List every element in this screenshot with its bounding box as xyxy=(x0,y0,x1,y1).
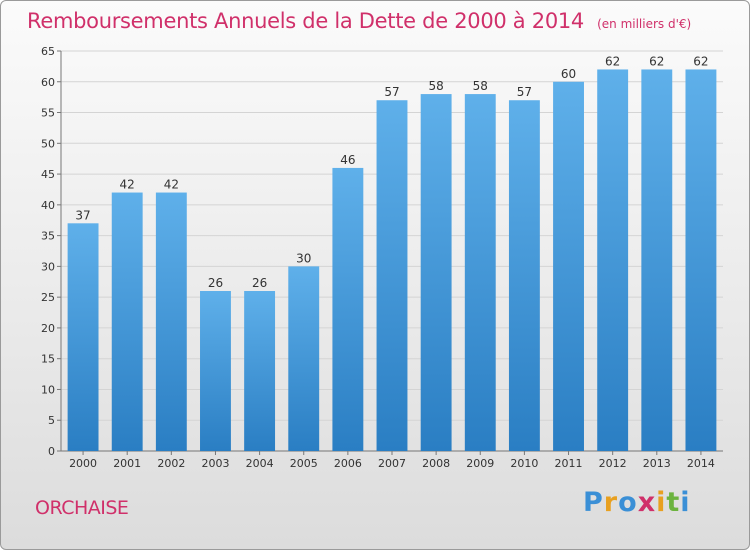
brand-logo-letter: t xyxy=(666,487,681,518)
brand-logo-letter: i xyxy=(656,487,667,518)
brand-logo-letter: x xyxy=(637,487,657,518)
x-tick-label: 2012 xyxy=(599,457,627,470)
data-label: 58 xyxy=(428,79,443,93)
bar-2003 xyxy=(200,291,231,451)
bars xyxy=(67,69,717,452)
y-tick-label: 10 xyxy=(41,383,55,396)
bar-2012 xyxy=(597,69,629,451)
data-label: 62 xyxy=(693,54,708,68)
x-tick-label: 2001 xyxy=(113,457,141,470)
y-tick-label: 50 xyxy=(41,137,55,150)
x-tick-label: 2002 xyxy=(157,457,185,470)
brand-logo-letter: P xyxy=(583,487,604,518)
bar-2002 xyxy=(155,192,187,452)
data-label: 62 xyxy=(605,54,620,68)
x-tick-label: 2004 xyxy=(246,457,274,470)
data-label: 60 xyxy=(561,67,576,81)
data-label: 46 xyxy=(340,153,355,167)
x-tick-label: 2007 xyxy=(378,457,406,470)
x-tick-label: 2013 xyxy=(643,457,671,470)
x-tick-label: 2009 xyxy=(466,457,494,470)
y-tick-label: 30 xyxy=(41,260,55,273)
y-tick-label: 40 xyxy=(41,199,55,212)
brand-logo-letter: i xyxy=(680,487,691,518)
y-tick-label: 35 xyxy=(41,230,55,243)
y-tick-label: 5 xyxy=(48,414,55,427)
bar-2006 xyxy=(332,167,364,451)
x-tick-label: 2005 xyxy=(290,457,318,470)
data-label: 26 xyxy=(208,276,223,290)
data-label: 37 xyxy=(75,208,90,222)
y-tick-label: 0 xyxy=(48,445,55,458)
x-tick-label: 2008 xyxy=(422,457,450,470)
location-name: ORCHAISE xyxy=(35,497,129,519)
bar-2001 xyxy=(111,192,143,452)
bar-2008 xyxy=(420,94,452,452)
data-label: 62 xyxy=(649,54,664,68)
bar-2010 xyxy=(508,100,540,451)
data-label: 57 xyxy=(517,85,532,99)
x-tick-label: 2010 xyxy=(510,457,538,470)
y-tick-label: 55 xyxy=(41,107,55,120)
y-tick-label: 15 xyxy=(41,353,55,366)
bar-2014 xyxy=(685,69,717,451)
y-tick-label: 25 xyxy=(41,291,55,304)
labels: 0 5 10 15 20 25 30 35 40 45 50 55 60 65 37 2000 42 2001 42… xyxy=(41,45,715,470)
title-row: Remboursements Annuels de la Dette de 20… xyxy=(27,9,691,33)
data-label: 26 xyxy=(252,276,267,290)
x-tick-label: 2003 xyxy=(201,457,229,470)
data-label: 57 xyxy=(384,85,399,99)
x-tick-label: 2011 xyxy=(555,457,583,470)
brand-logo-letter: o xyxy=(618,487,638,518)
x-tick-label: 2014 xyxy=(687,457,715,470)
y-tick-label: 45 xyxy=(41,168,55,181)
chart-subtitle: (en milliers d'€) xyxy=(597,17,692,31)
data-label: 30 xyxy=(296,251,311,265)
data-label: 58 xyxy=(473,79,488,93)
chart-title: Remboursements Annuels de la Dette de 20… xyxy=(27,9,584,33)
bar-2000 xyxy=(67,223,99,451)
bar-2009 xyxy=(464,94,496,452)
y-tick-label: 60 xyxy=(41,76,55,89)
data-label: 42 xyxy=(164,178,179,192)
x-tick-label: 2006 xyxy=(334,457,362,470)
x-tick-label: 2000 xyxy=(69,457,97,470)
brand-logo: Proxiti xyxy=(583,487,691,518)
bar-2005 xyxy=(288,266,320,451)
bar-2004 xyxy=(244,291,276,451)
y-tick-label: 20 xyxy=(41,322,55,335)
bar-2011 xyxy=(553,81,584,452)
bar-2013 xyxy=(641,69,673,451)
data-label: 42 xyxy=(120,178,135,192)
bar-2007 xyxy=(376,100,408,451)
brand-logo-letter: r xyxy=(603,487,619,518)
y-tick-label: 65 xyxy=(41,45,55,58)
